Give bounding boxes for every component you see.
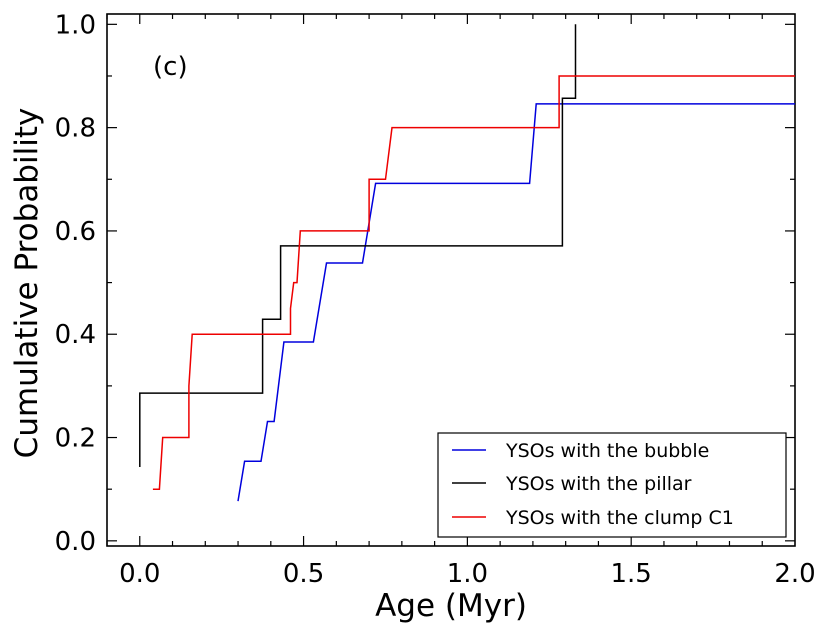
series-line-pillar [139, 24, 577, 467]
y-tick-label: 0.4 [55, 320, 96, 350]
legend-entry-clump: YSOs with the clump C1 [505, 507, 734, 529]
x-tick-label: 2.0 [774, 559, 815, 589]
x-tick-labels: 0.0 0.5 1.0 1.5 2.0 [119, 559, 816, 589]
x-tick-label: 1.0 [447, 559, 488, 589]
series-group [139, 24, 795, 502]
y-tick-label: 0.8 [55, 114, 96, 144]
legend-box [437, 432, 787, 538]
series-line-bubble [237, 103, 795, 502]
x-tick-label: 0.0 [119, 559, 160, 589]
axis-ticks [106, 14, 795, 546]
series-line-clump-c1 [152, 75, 795, 490]
legend-entry-bubble: YSOs with the bubble [505, 440, 709, 462]
panel-label: (c) [153, 52, 188, 82]
y-tick-label: 0.0 [55, 527, 96, 557]
y-tick-label: 1.0 [55, 10, 96, 40]
y-tick-label: 0.2 [55, 424, 96, 454]
x-tick-label: 0.5 [283, 559, 324, 589]
x-tick-label: 1.5 [611, 559, 652, 589]
y-tick-labels: 0.0 0.2 0.4 0.6 0.8 1.0 [55, 10, 96, 557]
legend: YSOs with the bubble YSOs with the pilla… [437, 432, 787, 538]
x-axis-label: Age (Myr) [375, 588, 527, 624]
legend-entry-pillar: YSOs with the pillar [505, 473, 692, 495]
y-axis-label: Cumulative Probability [9, 108, 45, 459]
y-tick-label: 0.6 [55, 217, 96, 247]
